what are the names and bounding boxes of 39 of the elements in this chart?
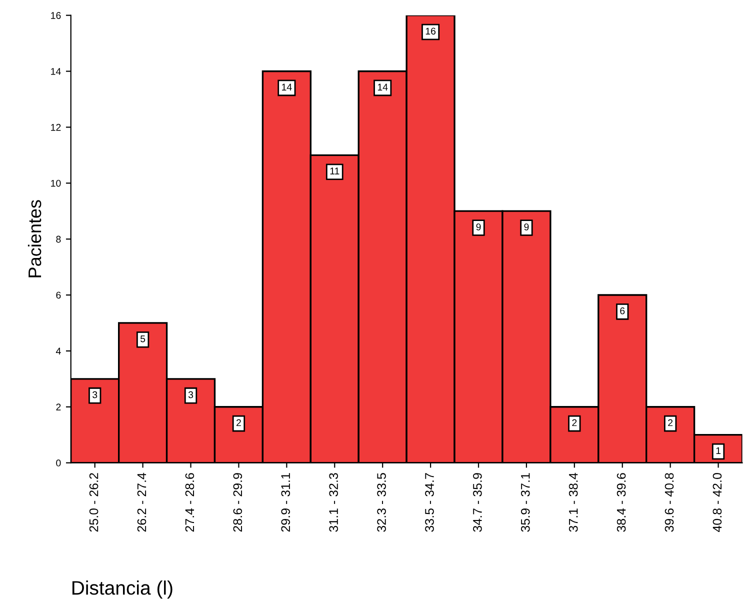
y-tick-label: 10 bbox=[51, 180, 61, 187]
data-label: 3 bbox=[188, 391, 194, 398]
x-tick-label: 25.0 - 26.2 bbox=[89, 473, 98, 532]
data-label: 16 bbox=[426, 28, 436, 35]
x-axis-title: Distancia (l) bbox=[72, 580, 172, 599]
data-label: 11 bbox=[330, 168, 340, 174]
y-tick-label: 12 bbox=[51, 124, 61, 131]
data-label: 14 bbox=[378, 84, 388, 90]
x-tick-label: 39.6 - 40.8 bbox=[664, 473, 674, 532]
y-tick-label: 14 bbox=[51, 68, 61, 75]
y-tick-label: 4 bbox=[56, 348, 61, 354]
x-tick-label: 27.4 - 28.6 bbox=[185, 473, 194, 532]
x-tick-label: 29.9 - 31.1 bbox=[281, 473, 290, 532]
x-tick-label: 33.5 - 34.7 bbox=[425, 473, 434, 532]
y-tick-label: 8 bbox=[56, 236, 61, 243]
x-tick-label: 37.1 - 38.4 bbox=[568, 472, 578, 532]
y-axis-title: Pacientes bbox=[28, 200, 42, 278]
x-tick-label: 40.8 - 42.0 bbox=[712, 473, 722, 532]
data-label: 2 bbox=[572, 419, 577, 426]
data-label: 2 bbox=[668, 419, 673, 426]
x-tick-label: 34.7 - 35.9 bbox=[473, 473, 482, 532]
data-label: 3 bbox=[92, 391, 98, 398]
data-label: 2 bbox=[236, 419, 241, 426]
data-label: 5 bbox=[140, 335, 146, 342]
x-tick-label: 31.1 - 32.3 bbox=[329, 473, 338, 532]
y-tick-label: 16 bbox=[51, 12, 61, 19]
data-label: 9 bbox=[476, 223, 481, 230]
data-label: 14 bbox=[282, 84, 292, 90]
x-tick-label: 28.6 - 29.9 bbox=[233, 473, 242, 532]
y-tick-label: 2 bbox=[56, 404, 61, 410]
y-tick-label: 0 bbox=[56, 460, 61, 466]
x-tick-label: 32.3 - 33.5 bbox=[377, 473, 386, 532]
x-tick-label: 35.9 - 37.1 bbox=[520, 473, 530, 532]
x-tick-label: 38.4 - 39.6 bbox=[616, 473, 626, 532]
data-label: 6 bbox=[620, 307, 625, 314]
x-tick-label: 26.2 - 27.4 bbox=[137, 472, 146, 532]
y-tick-label: 6 bbox=[56, 292, 61, 299]
data-label: 1 bbox=[716, 447, 721, 454]
data-label: 9 bbox=[524, 223, 529, 230]
